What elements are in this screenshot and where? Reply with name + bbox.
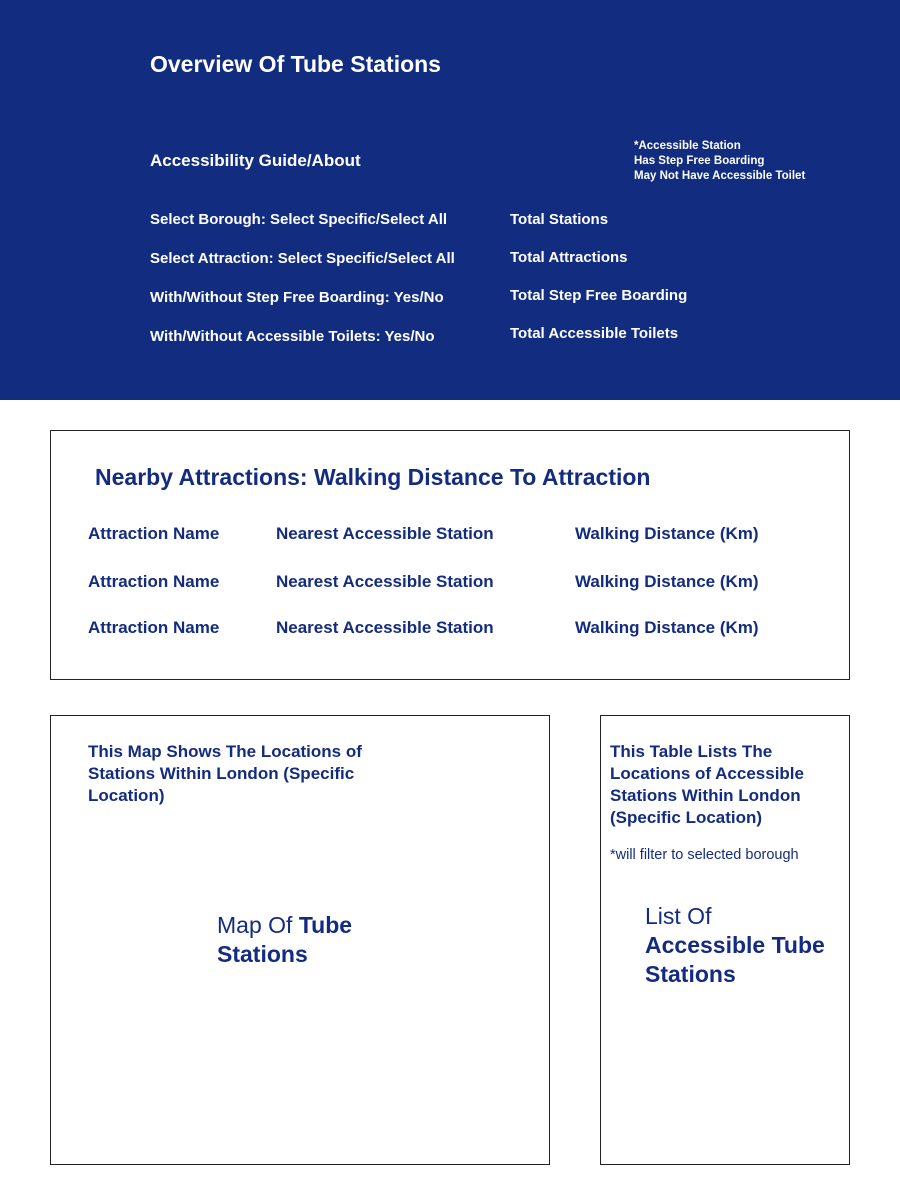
accessible-station-legend: *Accessible Station Has Step Free Boardi… (634, 139, 805, 184)
walking-distance: Walking Distance (Km) (575, 572, 759, 591)
station-list-panel (600, 715, 850, 1165)
accessible-toilets-filter[interactable]: With/Without Accessible Toilets: Yes/No (150, 328, 435, 345)
map-placeholder: Map Of Tube Stations (217, 911, 387, 969)
map-placeholder-light: Map Of (217, 912, 299, 938)
total-accessible-toilets: Total Accessible Toilets (510, 325, 679, 342)
nearby-attractions-title: Nearby Attractions: Walking Distance To … (95, 464, 651, 490)
total-attractions: Total Attractions (510, 249, 628, 266)
list-filter-note: *will filter to selected borough (610, 847, 799, 863)
total-stations: Total Stations (510, 211, 609, 228)
total-step-free: Total Step Free Boarding (510, 287, 688, 304)
nearest-station: Nearest Accessible Station (276, 618, 494, 637)
attraction-name: Attraction Name (88, 524, 220, 543)
map-placeholder-bold: Tube Stations (217, 912, 353, 967)
nearest-station: Nearest Accessible Station (276, 572, 494, 591)
attraction-name: Attraction Name (88, 572, 220, 591)
header: Overview Of Tube Stations Accessibility … (0, 0, 900, 400)
walking-distance: Walking Distance (Km) (575, 524, 759, 543)
walking-distance: Walking Distance (Km) (575, 618, 759, 637)
attraction-filter[interactable]: Select Attraction: Select Specific/Selec… (150, 250, 455, 267)
accessibility-guide-link[interactable]: Accessibility Guide/About (150, 151, 361, 170)
list-placeholder: List Of Accessible Tube Stations (645, 902, 825, 989)
list-placeholder-light: List Of (645, 903, 712, 929)
legend-line: May Not Have Accessible Toilet (634, 170, 806, 182)
map-panel[interactable] (50, 715, 550, 1165)
page-title: Overview Of Tube Stations (150, 51, 441, 77)
nearest-station: Nearest Accessible Station (276, 524, 494, 543)
list-placeholder-bold: Accessible Tube Stations (645, 932, 825, 987)
legend-line: Has Step Free Boarding (634, 155, 765, 167)
borough-filter[interactable]: Select Borough: Select Specific/Select A… (150, 211, 448, 228)
step-free-filter[interactable]: With/Without Step Free Boarding: Yes/No (150, 289, 444, 306)
list-description: This Table Lists The Locations of Access… (610, 742, 804, 827)
nearby-attractions-panel (50, 430, 850, 680)
map-description: This Map Shows The Locations of Stations… (88, 742, 362, 805)
attraction-name: Attraction Name (88, 618, 220, 637)
legend-line: *Accessible Station (634, 140, 741, 152)
